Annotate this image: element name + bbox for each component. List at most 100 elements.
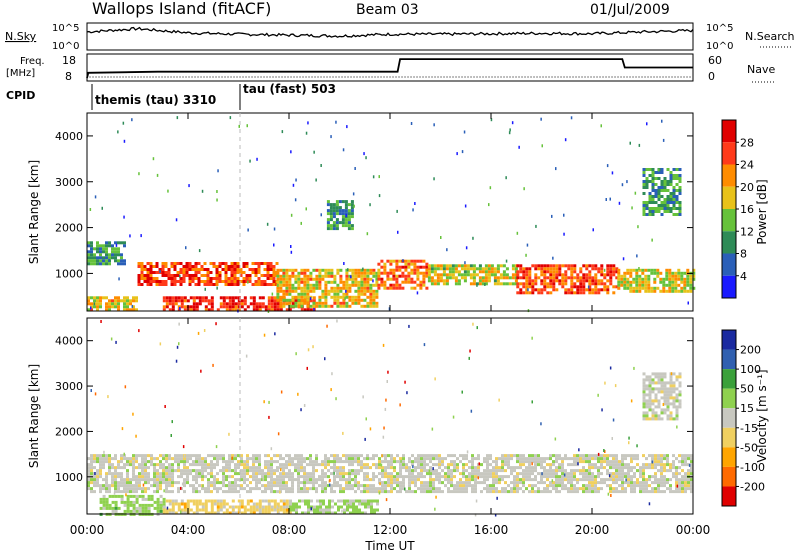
heatmap-cell <box>93 457 96 461</box>
heatmap-cell <box>315 487 318 491</box>
heatmap-cell <box>644 268 648 272</box>
heatmap-cell <box>266 222 269 226</box>
heatmap-cell <box>454 282 458 286</box>
heatmap-cell <box>546 267 550 271</box>
heatmap-cell <box>407 262 411 266</box>
heatmap-cell <box>254 283 258 286</box>
heatmap-cell <box>249 490 252 494</box>
heatmap-cell <box>442 282 446 286</box>
heatmap-cell <box>489 469 492 473</box>
heatmap-cell <box>137 265 141 268</box>
heatmap-cell <box>404 487 406 491</box>
heatmap-cell <box>671 274 675 278</box>
heatmap-cell <box>294 286 298 290</box>
heatmap-cell <box>606 460 609 464</box>
heatmap-cell <box>201 466 204 470</box>
heatmap-cell <box>336 319 338 323</box>
heatmap-cell <box>263 283 267 286</box>
heatmap-cell <box>662 280 666 284</box>
heatmap-cell <box>276 271 280 275</box>
heatmap-cell <box>357 454 360 458</box>
heatmap-cell <box>108 469 111 473</box>
heatmap-cell <box>429 475 432 479</box>
heatmap-cell <box>393 487 396 491</box>
heatmap-cell <box>351 472 354 476</box>
heatmap-cell <box>558 463 561 467</box>
heatmap-cell <box>282 274 286 278</box>
heatmap-cell <box>258 478 261 482</box>
heatmap-cell <box>320 213 322 217</box>
heatmap-cell <box>651 402 655 406</box>
heatmap-cell <box>399 481 402 485</box>
heatmap-cell <box>129 302 132 306</box>
heatmap-cell <box>90 466 93 470</box>
heatmap-cell <box>654 411 658 415</box>
heatmap-cell <box>433 273 437 277</box>
heatmap-cell <box>606 469 609 473</box>
heatmap-cell <box>162 503 166 507</box>
heatmap-cell <box>102 484 105 488</box>
heatmap-cell <box>297 298 301 302</box>
heatmap-cell <box>99 457 102 461</box>
heatmap-cell <box>326 212 330 216</box>
heatmap-cell <box>273 460 276 464</box>
heatmap-cell <box>635 274 639 278</box>
heatmap-cell <box>264 305 268 309</box>
heatmap-cell <box>231 296 235 300</box>
heatmap-cell <box>171 305 175 309</box>
heatmap-cell <box>690 484 693 488</box>
heatmap-cell <box>303 466 306 470</box>
heatmap-cell <box>594 454 597 458</box>
heatmap-cell <box>347 504 350 507</box>
heatmap-cell <box>510 481 513 485</box>
nsky-label: N.Sky <box>5 30 37 43</box>
heatmap-cell <box>195 305 199 309</box>
heatmap-cell <box>588 478 591 482</box>
heatmap-cell <box>297 484 300 488</box>
heatmap-cell <box>648 402 652 406</box>
heatmap-cell <box>390 490 393 494</box>
heatmap-cell <box>225 469 228 473</box>
heatmap-cell <box>132 503 136 507</box>
heatmap-cell <box>155 280 159 283</box>
heatmap-cell <box>540 490 543 494</box>
heatmap-cell <box>404 265 408 269</box>
heatmap-cell <box>93 490 96 494</box>
colorbar-tick-label: -200 <box>740 480 765 493</box>
heatmap-cell <box>343 502 346 506</box>
heatmap-cell <box>110 337 113 341</box>
heatmap-cell <box>111 506 115 510</box>
heatmap-cell <box>680 289 684 293</box>
heatmap-cell <box>594 285 598 289</box>
heatmap-cell <box>505 273 509 277</box>
heatmap-cell <box>171 457 174 461</box>
heatmap-cell <box>298 499 301 503</box>
heatmap-cell <box>342 466 345 470</box>
heatmap-cell <box>459 454 462 458</box>
heatmap-cell <box>132 490 135 494</box>
heatmap-cell <box>531 478 534 482</box>
heatmap-cell <box>617 277 621 281</box>
heatmap-cell <box>270 466 273 470</box>
heatmap-cell <box>108 302 111 306</box>
heatmap-cell <box>162 508 166 512</box>
heatmap-cell <box>404 277 408 281</box>
heatmap-cell <box>318 271 322 275</box>
heatmap-cell <box>246 508 250 512</box>
heatmap-cell <box>399 469 402 473</box>
heatmap-cell <box>540 282 544 286</box>
heatmap-cell <box>635 286 639 290</box>
heatmap-cell <box>309 308 313 312</box>
heatmap-cell <box>454 267 458 271</box>
heatmap-cell <box>165 305 169 309</box>
heatmap-cell <box>315 268 319 272</box>
heatmap-cell <box>459 481 462 485</box>
heatmap-cell <box>194 268 198 271</box>
heatmap-cell <box>114 469 117 473</box>
heatmap-cell <box>132 308 135 312</box>
heatmap-cell <box>90 308 93 312</box>
heatmap-cell <box>516 484 519 488</box>
heatmap-cell <box>270 299 274 303</box>
heatmap-cell <box>579 457 582 461</box>
heatmap-cell <box>174 296 178 300</box>
